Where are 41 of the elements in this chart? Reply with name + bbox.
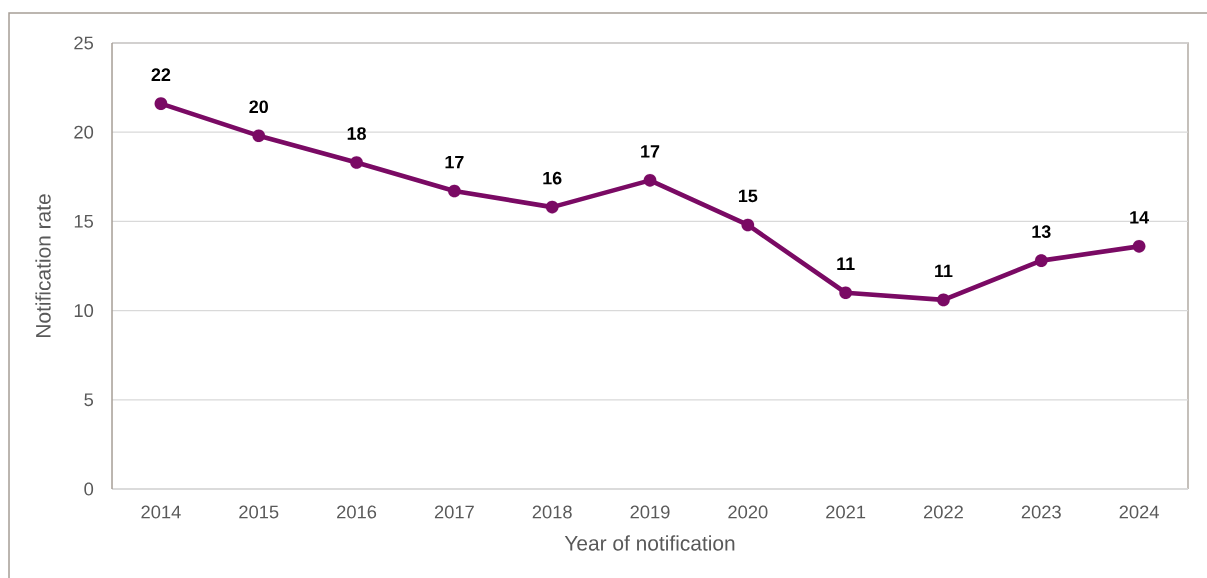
point — [1132, 240, 1146, 253]
point — [545, 200, 559, 214]
data-label: 22 — [151, 68, 171, 81]
point — [154, 97, 168, 110]
data-label: 18 — [347, 127, 366, 140]
x-tick-label: 2020 — [728, 505, 768, 519]
point — [448, 184, 461, 198]
x-tick-label: 2017 — [434, 505, 474, 519]
data-label: 17 — [641, 145, 660, 158]
x-tick-label: 2022 — [923, 505, 963, 519]
y-tick-label: 25 — [74, 36, 94, 50]
x-tick-label: 2021 — [826, 505, 866, 519]
data-label: 13 — [1032, 225, 1051, 238]
x-tick-label: 2016 — [337, 505, 377, 519]
data-label: 14 — [1130, 211, 1149, 224]
x-tick-label: 2019 — [630, 505, 670, 519]
data-label: 17 — [445, 155, 464, 169]
point — [1034, 254, 1048, 267]
point — [839, 286, 852, 300]
point — [643, 173, 657, 187]
data-label: 20 — [249, 100, 268, 114]
y-tick-label: 15 — [74, 214, 94, 228]
x-tick-label: 2014 — [141, 505, 181, 519]
data-label: 11 — [837, 257, 855, 270]
x-tick-label: 2023 — [1021, 505, 1061, 519]
y-tick-label: 10 — [74, 304, 94, 318]
x-axis-title: Year of notification — [564, 535, 735, 551]
data-label: 11 — [935, 264, 953, 278]
y-tick-label: 20 — [74, 125, 94, 139]
point — [252, 129, 266, 143]
data-label: 16 — [543, 171, 562, 185]
x-tick-label: 2018 — [532, 505, 572, 519]
point — [937, 293, 950, 307]
point — [350, 156, 363, 169]
y-tick-label: 0 — [84, 482, 94, 496]
x-tick-label: 2015 — [239, 505, 279, 519]
y-axis-title: Notification rate — [35, 194, 51, 337]
y-tick-label: 5 — [84, 393, 94, 407]
point — [741, 218, 755, 232]
x-tick-label: 2024 — [1119, 505, 1159, 519]
data-label: 15 — [738, 189, 758, 203]
